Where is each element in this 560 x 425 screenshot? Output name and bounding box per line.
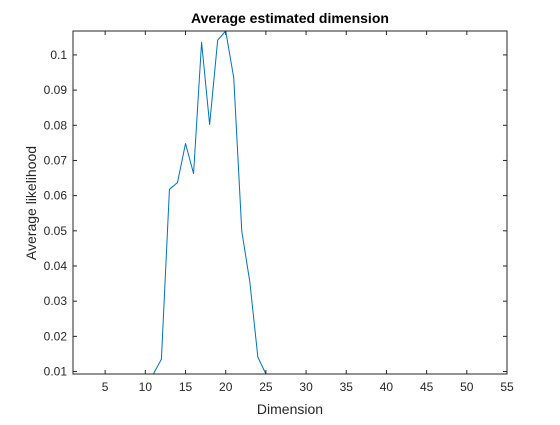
x-axis-label: Dimension (257, 401, 323, 417)
y-tick-label: 0.07 (44, 153, 68, 167)
x-tick-label: 20 (219, 380, 233, 394)
x-tick-label: 30 (299, 380, 313, 394)
axes-box (72, 30, 508, 375)
x-tick-label: 5 (102, 380, 109, 394)
y-tick-label: 0.1 (50, 48, 67, 62)
y-axis-label: Average likelihood (23, 146, 39, 260)
plot-area: 5 10 15 20 25 30 35 40 45 50 55 0.01 0.02 0.03 0.04 0.0… (44, 30, 514, 394)
y-tick-label: 0.02 (44, 329, 68, 343)
x-tick-label: 55 (500, 380, 514, 394)
y-tick-label: 0.03 (44, 294, 68, 308)
y-tick-label: 0.09 (44, 83, 68, 97)
x-tick-label: 50 (460, 380, 474, 394)
y-tick-label: 0.05 (44, 224, 68, 238)
x-tick-label: 35 (340, 380, 354, 394)
x-tick-label: 10 (139, 380, 153, 394)
y-tick-label: 0.06 (44, 189, 68, 203)
chart-title: Average estimated dimension (191, 10, 389, 26)
x-tick-label: 15 (179, 380, 193, 394)
x-tick-label: 40 (380, 380, 394, 394)
x-tick-label: 25 (259, 380, 273, 394)
y-tick-label: 0.04 (44, 259, 68, 273)
x-tick-label: 45 (420, 380, 434, 394)
y-tick-label: 0.08 (44, 118, 68, 132)
y-tick-label: 0.01 (44, 365, 68, 379)
